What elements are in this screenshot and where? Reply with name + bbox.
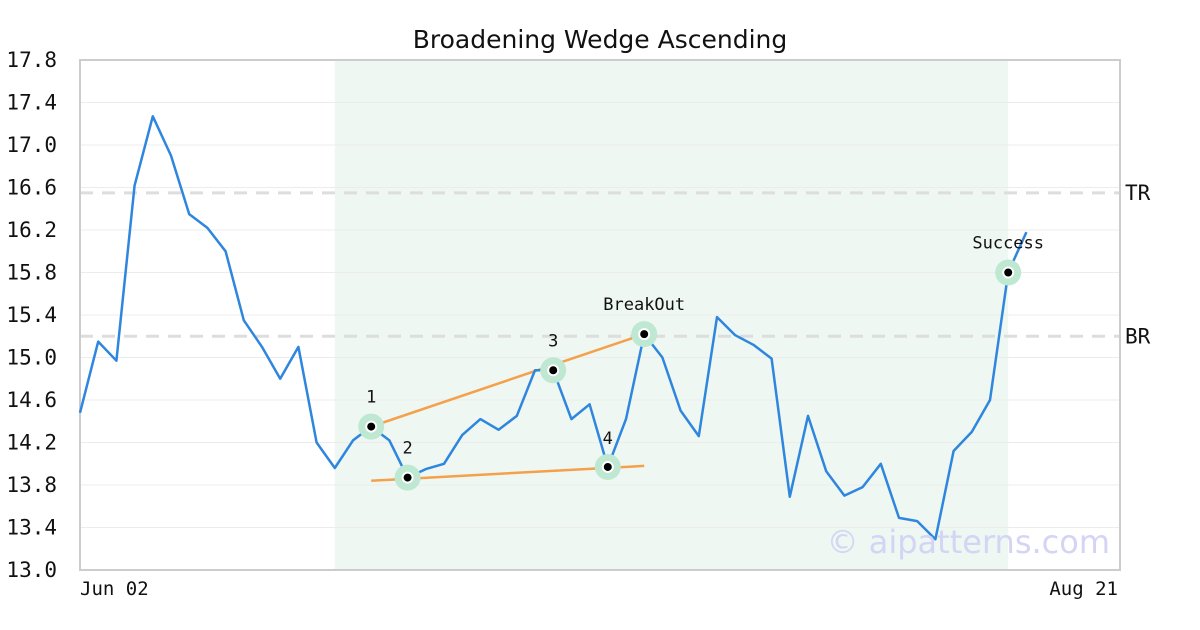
marker-label: 3 — [548, 331, 558, 351]
y-tick-label: 15.8 — [6, 261, 57, 285]
x-tick-label: Jun 02 — [80, 578, 149, 600]
marker-label: 4 — [603, 429, 613, 449]
y-tick-label: 17.0 — [6, 133, 57, 157]
y-tick-label: 15.0 — [6, 346, 57, 370]
marker-label: 2 — [402, 439, 412, 459]
y-axis: 17.8 17.4 17.0 16.6 16.2 15.8 15.4 15.0 14.6 14.2… — [6, 48, 57, 582]
marker-point — [601, 460, 614, 473]
y-tick-label: 17.8 — [6, 48, 57, 72]
pattern-markers: 1 2 3 4 BreakOut Success — [358, 234, 1044, 491]
plot-frame — [79, 59, 1121, 571]
y-tick-label: 17.4 — [6, 91, 57, 115]
marker-label: BreakOut — [603, 295, 685, 315]
reference-label-tr: TR — [1125, 181, 1151, 205]
x-axis: Jun 02 Aug 21 — [80, 578, 1118, 600]
watermark: © aipatterns.com — [827, 523, 1110, 561]
marker-point — [365, 420, 378, 433]
y-tick-label: 13.8 — [6, 473, 57, 497]
marker-point — [1002, 266, 1015, 279]
y-tick-label: 14.2 — [6, 431, 57, 455]
y-tick-label: 13.0 — [6, 558, 57, 582]
reference-label-br: BR — [1125, 324, 1151, 348]
y-tick-label: 16.6 — [6, 176, 57, 200]
y-tick-label: 13.4 — [6, 516, 57, 540]
y-tick-label: 16.2 — [6, 218, 57, 242]
y-tick-label: 15.4 — [6, 303, 57, 327]
marker-label: 1 — [366, 388, 376, 408]
marker-label: Success — [972, 234, 1044, 254]
marker-point — [638, 328, 651, 341]
reference-lines: TR BR — [80, 181, 1151, 348]
marker-point — [547, 364, 560, 377]
y-tick-label: 14.6 — [6, 388, 57, 412]
upper-trendline — [370, 332, 645, 428]
marker-point — [401, 471, 414, 484]
chart-title: Broadening Wedge Ascending — [413, 25, 788, 54]
x-tick-label: Aug 21 — [1049, 578, 1118, 600]
